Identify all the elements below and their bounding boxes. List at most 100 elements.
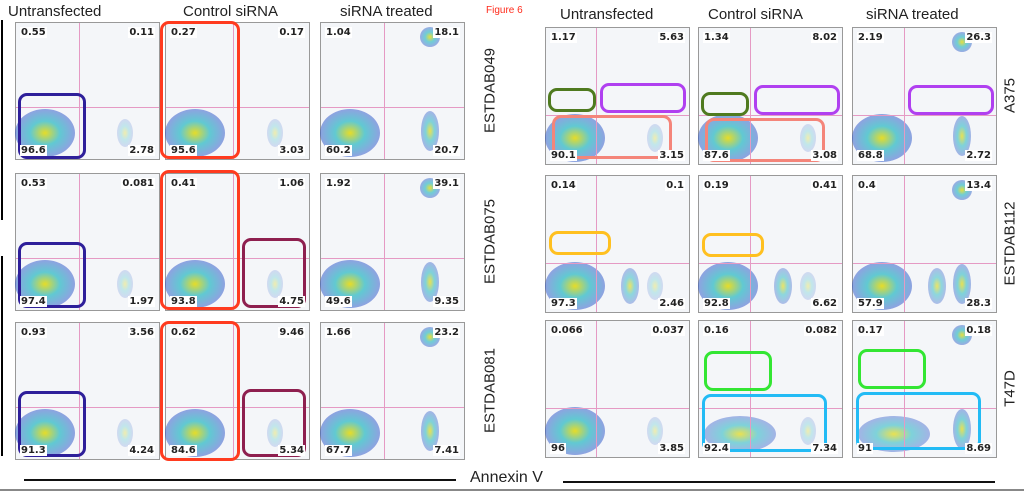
quadrant-percentage-ll: 68.8	[857, 150, 884, 161]
quadrant-percentage-ll: 90.1	[550, 150, 577, 161]
flow-cytometry-plot: 1.34 8.02 87.6 3.08	[698, 27, 843, 165]
quadrant-percentage-ur: 39.1	[433, 178, 460, 189]
quadrant-percentage-ur: 9.46	[278, 327, 305, 338]
quadrant-divider-horizontal	[321, 107, 464, 109]
quadrant-percentage-ll: 49.6	[325, 296, 352, 307]
quadrant-percentage-ur: 3.56	[128, 327, 155, 338]
cell-density-cluster	[928, 268, 947, 305]
quadrant-percentage-ur: 1.06	[278, 178, 305, 189]
quadrant-divider-vertical	[383, 174, 385, 310]
bottom-rule	[0, 489, 1024, 491]
quadrant-percentage-lr: 2.78	[128, 145, 155, 156]
quadrant-percentage-ul: 0.17	[857, 325, 884, 336]
cell-density-cluster	[420, 110, 439, 151]
quadrant-percentage-lr: 28.3	[965, 298, 992, 309]
gate-cyan	[856, 392, 981, 450]
gate-salmon	[552, 115, 672, 159]
quadrant-percentage-ur: 0.41	[811, 180, 838, 191]
quadrant-divider-vertical	[750, 28, 752, 164]
quadrant-percentage-lr: 5.34	[278, 445, 305, 456]
quadrant-percentage-lr: 2.46	[658, 298, 685, 309]
quadrant-percentage-ur: 0.037	[651, 325, 685, 336]
quadrant-divider-vertical	[233, 323, 235, 459]
quadrant-divider-vertical	[383, 323, 385, 459]
quadrant-percentage-lr: 4.24	[128, 445, 155, 456]
quadrant-percentage-lr: 8.69	[965, 443, 992, 454]
quadrant-percentage-lr: 2.72	[965, 150, 992, 161]
quadrant-divider-vertical	[904, 28, 906, 164]
flow-cytometry-plot: 0.17 0.18 91 8.69	[852, 320, 997, 458]
quadrant-percentage-ur: 0.082	[804, 325, 838, 336]
gate-maroon	[242, 238, 306, 308]
quadrant-percentage-ll: 91	[857, 443, 873, 454]
row-label: ESTDAB075	[481, 198, 499, 285]
gate-red	[160, 170, 240, 310]
gate-red	[160, 21, 240, 159]
cell-density-cluster	[952, 408, 971, 449]
quadrant-percentage-ul: 0.4	[857, 180, 877, 191]
quadrant-divider-vertical	[78, 23, 80, 159]
row-label: A375	[1001, 77, 1019, 114]
column-header: siRNA treated	[340, 3, 433, 20]
quadrant-divider-horizontal	[16, 258, 159, 260]
cell-density-cluster	[621, 268, 640, 305]
quadrant-percentage-ll: 96.6	[20, 145, 47, 156]
gate-purple	[754, 85, 840, 115]
quadrant-percentage-ul: 2.19	[857, 32, 884, 43]
quadrant-divider-horizontal	[853, 263, 996, 265]
quadrant-divider-horizontal	[16, 107, 159, 109]
quadrant-divider-vertical	[750, 176, 752, 312]
flow-cytometry-plot: 1.04 18.1 60.2 20.7	[320, 22, 465, 160]
quadrant-percentage-ll: 67.7	[325, 445, 352, 456]
axis-line-left	[24, 479, 456, 481]
quadrant-divider-horizontal	[853, 408, 996, 410]
flow-cytometry-plot: 0.53 0.081 97.4 1.97	[15, 173, 160, 311]
gate-salmon	[705, 118, 825, 162]
quadrant-percentage-ur: 0.18	[965, 325, 992, 336]
quadrant-divider-vertical	[904, 176, 906, 312]
quadrant-percentage-lr: 20.7	[433, 145, 460, 156]
cell-density-cluster	[420, 410, 439, 451]
row-label: ESTDAB081	[481, 347, 499, 434]
cell-density-cluster	[116, 270, 133, 299]
quadrant-divider-vertical	[596, 28, 598, 164]
flow-cytometry-plot: 0.14 0.1 97.3 2.46	[545, 175, 690, 313]
column-header: siRNA treated	[866, 6, 959, 23]
quadrant-divider-horizontal	[546, 408, 689, 410]
quadrant-percentage-ur: 0.081	[121, 178, 155, 189]
cell-density-cluster	[646, 272, 663, 301]
gate-lime	[858, 349, 926, 389]
quadrant-percentage-ll: 91.3	[20, 445, 47, 456]
quadrant-percentage-ul: 1.04	[325, 27, 352, 38]
quadrant-percentage-ur: 5.63	[658, 32, 685, 43]
quadrant-percentage-ll: 96	[550, 443, 566, 454]
cell-density-cluster	[952, 263, 971, 304]
quadrant-percentage-ur: 13.4	[965, 180, 992, 191]
cell-density-cluster	[799, 124, 816, 153]
gate-blue	[18, 242, 86, 308]
quadrant-percentage-ul: 0.14	[550, 180, 577, 191]
quadrant-percentage-ll: 87.6	[703, 150, 730, 161]
gate-lime	[704, 351, 772, 391]
gate-blue	[18, 93, 86, 159]
gate-yellow	[549, 231, 611, 255]
cell-density-cluster	[799, 272, 816, 301]
cell-density-cluster	[266, 119, 283, 148]
quadrant-percentage-ul: 0.55	[20, 27, 47, 38]
quadrant-percentage-ur: 0.11	[128, 27, 155, 38]
gate-green	[548, 88, 596, 112]
axis-line-right	[563, 481, 995, 483]
quadrant-percentage-ll: 92.8	[703, 298, 730, 309]
cell-density-cluster	[799, 417, 816, 446]
column-header: Untransfected	[8, 3, 102, 20]
quadrant-divider-horizontal	[699, 115, 842, 117]
flow-cytometry-plot: 0.27 0.17 95.6 3.03	[160, 21, 310, 160]
quadrant-divider-horizontal	[546, 263, 689, 265]
quadrant-percentage-ur: 0.1	[665, 180, 685, 191]
cell-density-cluster	[266, 270, 283, 299]
cell-density-cluster	[646, 417, 663, 446]
flow-cytometry-plot: 0.19 0.41 92.8 6.62	[698, 175, 843, 313]
cell-density-cluster	[420, 261, 439, 302]
quadrant-percentage-lr: 3.03	[278, 145, 305, 156]
flow-cytometry-plot: 0.55 0.11 96.6 2.78	[15, 22, 160, 160]
